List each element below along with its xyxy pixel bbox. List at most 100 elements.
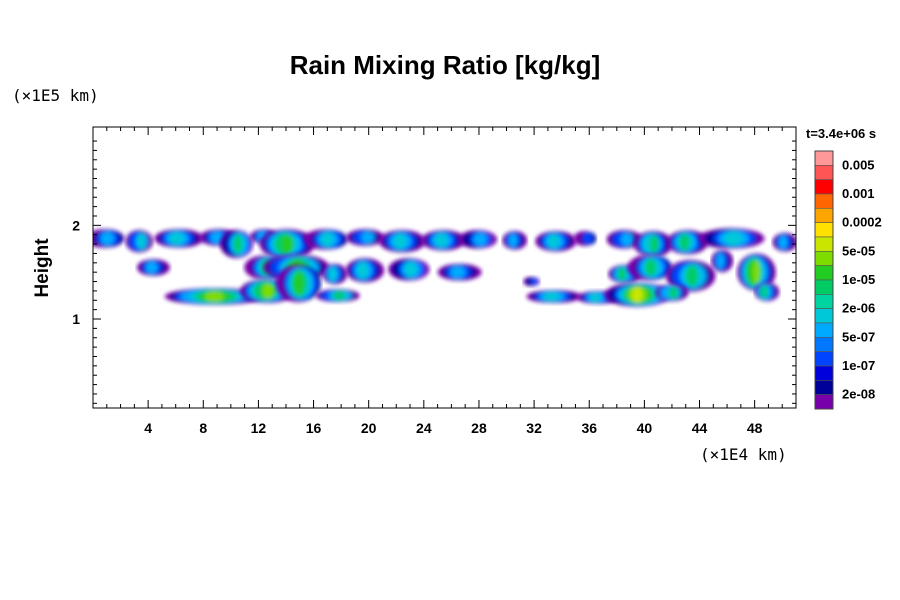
rain-cell: [136, 259, 171, 276]
x-tick-label: 36: [581, 420, 597, 436]
colorbar-swatch: [814, 322, 834, 338]
y-scale-note: (×1E5 km): [12, 86, 99, 105]
rain-cell: [275, 264, 321, 303]
contour-level: [357, 262, 369, 279]
y-tick-label: 1: [72, 311, 80, 327]
x-tick-label: 8: [199, 420, 207, 436]
rain-cell: [388, 258, 430, 281]
x-tick-label: 40: [637, 420, 653, 436]
contour-level: [645, 258, 657, 277]
x-tick-label: 16: [306, 420, 322, 436]
contour-level: [169, 232, 184, 245]
contour-level: [293, 271, 304, 296]
rain-cell: [737, 253, 776, 291]
colorbar-label: 1e-07: [842, 358, 875, 373]
rain-cell: [666, 230, 709, 255]
contour-level: [100, 231, 115, 246]
colorbar-swatch: [814, 337, 834, 352]
y-axis-label: Height: [32, 238, 53, 298]
rain-cell: [93, 229, 125, 248]
contour-level: [210, 231, 224, 244]
rain-cell: [711, 249, 734, 273]
y-tick-label: 2: [72, 217, 80, 233]
contour-level: [685, 265, 698, 287]
chart-title: Rain Mixing Ratio [kg/kg]: [290, 50, 601, 80]
colorbar-swatch: [814, 394, 834, 410]
contour-level: [145, 261, 158, 274]
contour-level: [137, 233, 146, 249]
rain-cell: [526, 289, 582, 304]
rain-cell: [421, 230, 466, 251]
contour-level: [669, 287, 678, 299]
colorbar-swatch: [814, 265, 834, 281]
contour-level: [760, 285, 767, 299]
rain-cell: [627, 254, 672, 281]
colorbar-swatch: [814, 294, 834, 309]
contour-level: [508, 233, 518, 247]
colorbar-frame: [814, 150, 834, 410]
colorbar-swatch: [814, 351, 834, 367]
rain-cell: [665, 260, 716, 292]
rain-cell: [502, 230, 528, 250]
contour-level: [649, 235, 660, 253]
rain-cell: [346, 229, 385, 246]
colorbar-swatch: [814, 179, 834, 195]
colorbar-swatch: [814, 251, 834, 266]
rain-cell: [315, 289, 360, 303]
x-axis: 4 8 12 16 20 24 28 32 36 40 44 48: [106, 127, 783, 436]
rain-cell: [604, 282, 671, 307]
y-axis: 12: [72, 140, 796, 404]
contour-level: [543, 292, 560, 301]
rain-cell: [378, 230, 426, 253]
x-tick-label: 24: [416, 420, 432, 436]
rain-cell: [754, 282, 780, 302]
rain-cell: [606, 230, 643, 249]
colorbar-swatch: [814, 208, 834, 223]
rain-cell: [164, 288, 264, 305]
rain-cell: [345, 258, 385, 283]
colorbar-swatch: [814, 150, 834, 166]
colorbar: 0.005 0.001 0.0002 5e-05 1e-05 2e-06 5e-07 1e-0…: [814, 150, 882, 410]
contour-level: [620, 232, 634, 247]
rain-cell: [154, 229, 204, 248]
x-tick-label: 20: [361, 420, 377, 436]
contour-level: [752, 260, 761, 285]
colorbar-swatch: [814, 365, 834, 381]
contour-level: [404, 261, 417, 278]
rain-cell: [219, 230, 254, 259]
colorbar-label: 5e-05: [842, 243, 875, 258]
contour-level: [233, 234, 242, 254]
rain-cell: [259, 229, 315, 260]
contour-level: [328, 267, 336, 282]
colorbar-swatch: [814, 308, 834, 324]
contour-level: [333, 291, 345, 300]
x-tick-label: 32: [526, 420, 542, 436]
contour-level: [679, 234, 690, 251]
colorbar-label: 1e-05: [842, 272, 875, 287]
rain-cell: [573, 230, 597, 246]
rain-cell: [535, 230, 577, 252]
x-tick-label: 4: [144, 420, 152, 436]
x-scale-note: (×1E4 km): [700, 445, 787, 464]
colorbar-swatch: [814, 222, 834, 238]
rain-cell: [772, 232, 796, 252]
colorbar-swatch: [814, 279, 834, 295]
contour-level: [589, 293, 602, 302]
contour-level: [582, 232, 593, 245]
contour-level: [262, 283, 274, 299]
plot-frame: [92, 126, 797, 409]
contour-level: [473, 232, 487, 247]
colorbar-label: 0.0002: [842, 215, 882, 230]
contour-level: [434, 233, 448, 248]
rain-field: [93, 228, 796, 307]
rain-cell: [437, 263, 482, 281]
colorbar-swatch: [814, 193, 834, 209]
colorbar-label: 0.001: [842, 186, 875, 201]
rain-cell: [322, 263, 348, 285]
contour-level: [450, 266, 466, 279]
rain-cell: [655, 284, 689, 302]
rain-cell: [698, 228, 765, 249]
time-label: t=3.4e+06 s: [806, 126, 876, 141]
rain-cell: [523, 276, 540, 287]
